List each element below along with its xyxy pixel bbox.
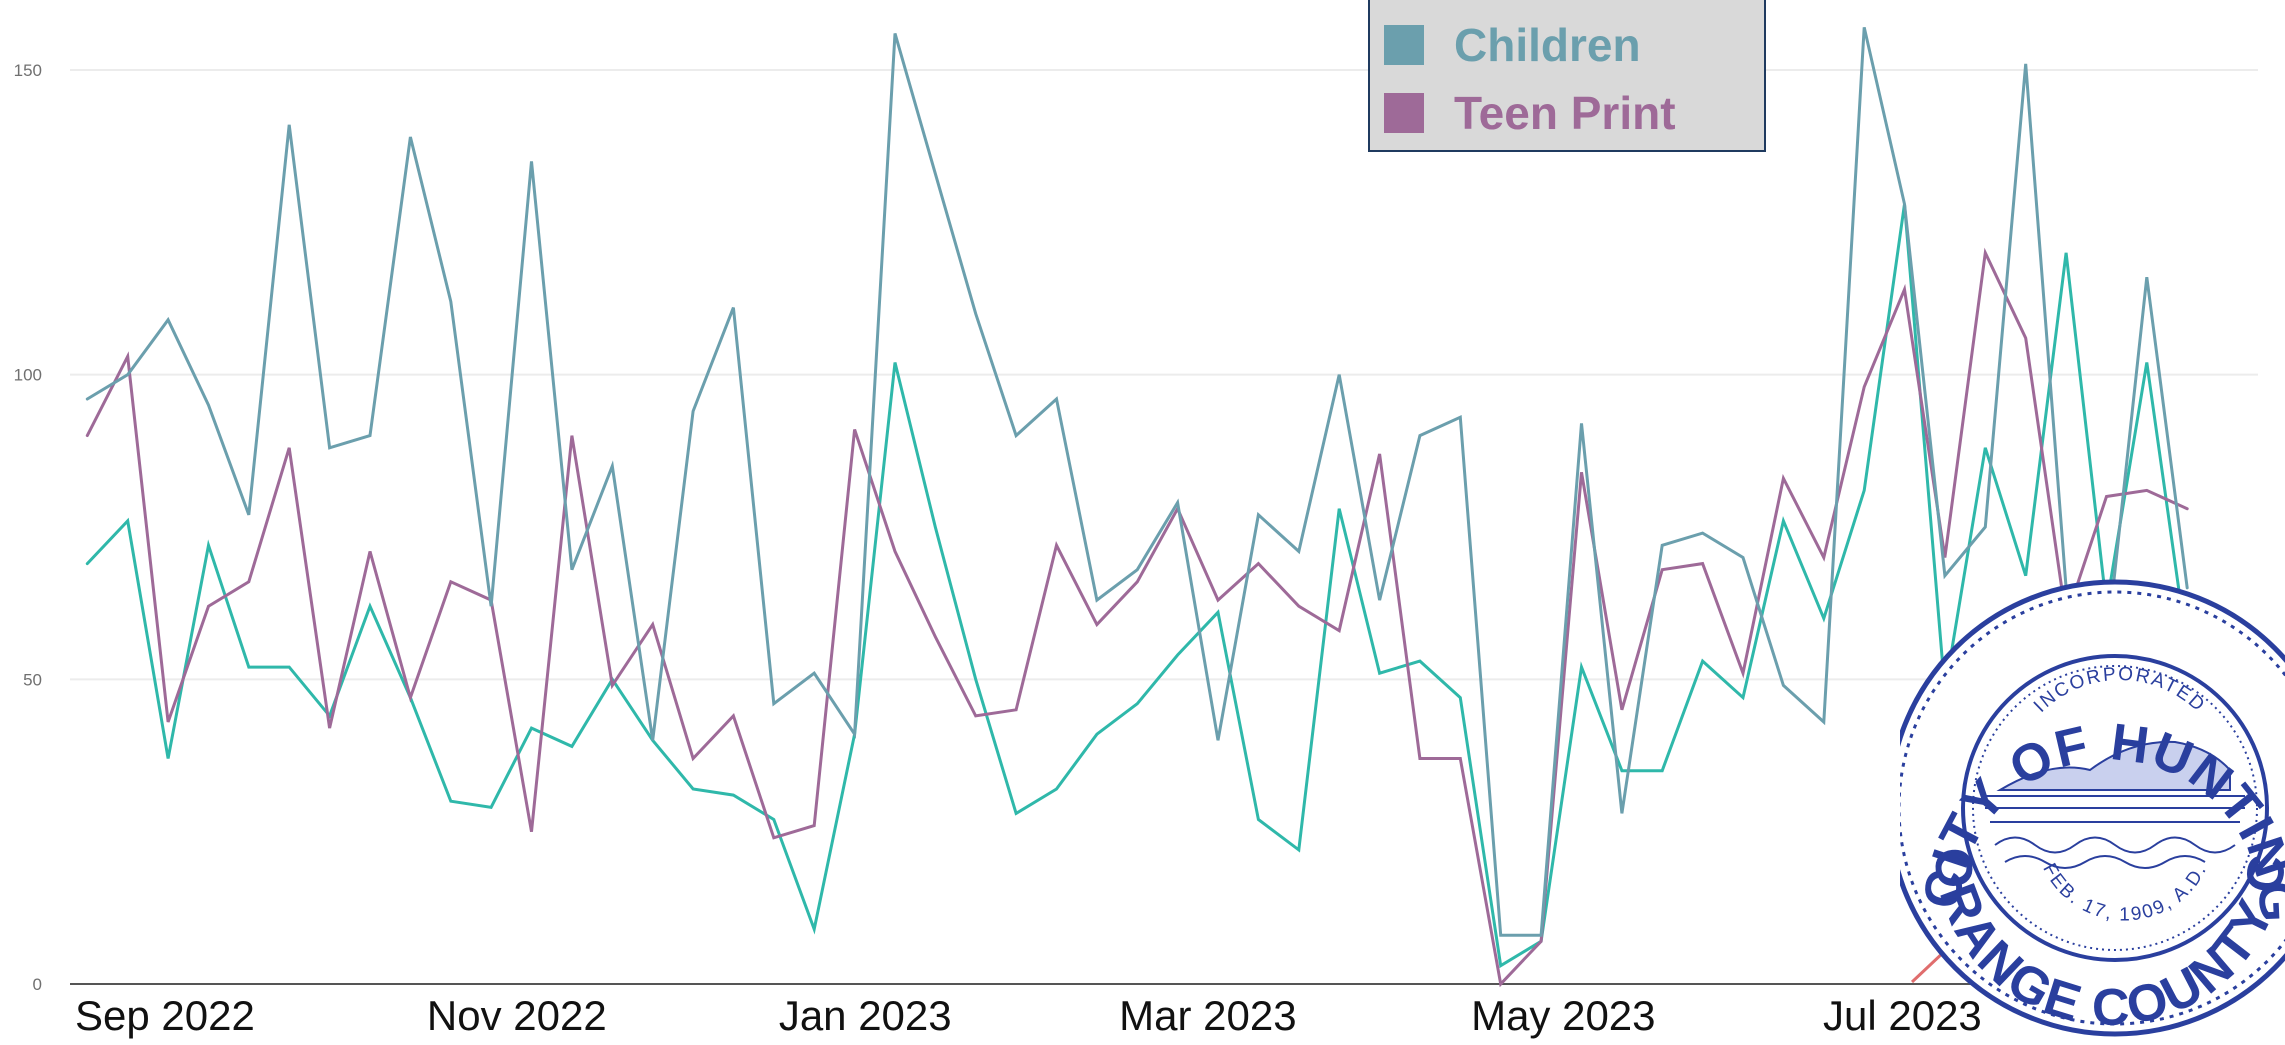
legend-item-teen-print: Teen Print: [1384, 86, 1676, 140]
x-tick-label: Jul 2023: [1823, 992, 1982, 1039]
y-tick-label: 50: [23, 670, 42, 689]
x-tick-label: Sep 2022: [75, 992, 255, 1039]
series-line-children: [85, 26, 2189, 937]
legend-label-children: Children: [1454, 19, 1641, 71]
legend-swatch-teen-print: [1384, 93, 1424, 133]
series-line-teen-print: [85, 247, 2189, 988]
seal-landscape: [1985, 740, 2245, 869]
x-tick-label: May 2023: [1471, 992, 1655, 1039]
grid-lines: [70, 69, 2258, 681]
legend-swatch-children: [1384, 25, 1424, 65]
partial-series-mark: [1910, 948, 1948, 984]
legend-label-teen-print: Teen Print: [1454, 87, 1676, 139]
y-tick-label: 0: [33, 975, 42, 994]
legend-item-children: Children: [1384, 18, 1641, 72]
y-axis: 0 50 100 150: [14, 61, 42, 994]
x-axis: Sep 2022 Nov 2022 Jan 2023 Mar 2023 May 2023…: [70, 983, 1982, 1039]
x-tick-label: Nov 2022: [427, 992, 607, 1039]
x-tick-label: Mar 2023: [1119, 992, 1296, 1039]
legend: Children Teen Print: [1368, 0, 1766, 152]
x-tick-label: Jan 2023: [779, 992, 952, 1039]
y-tick-label: 100: [14, 366, 42, 385]
series-lines: [85, 26, 2189, 988]
y-tick-label: 150: [14, 61, 42, 80]
series-line-series-3: [85, 203, 2189, 969]
